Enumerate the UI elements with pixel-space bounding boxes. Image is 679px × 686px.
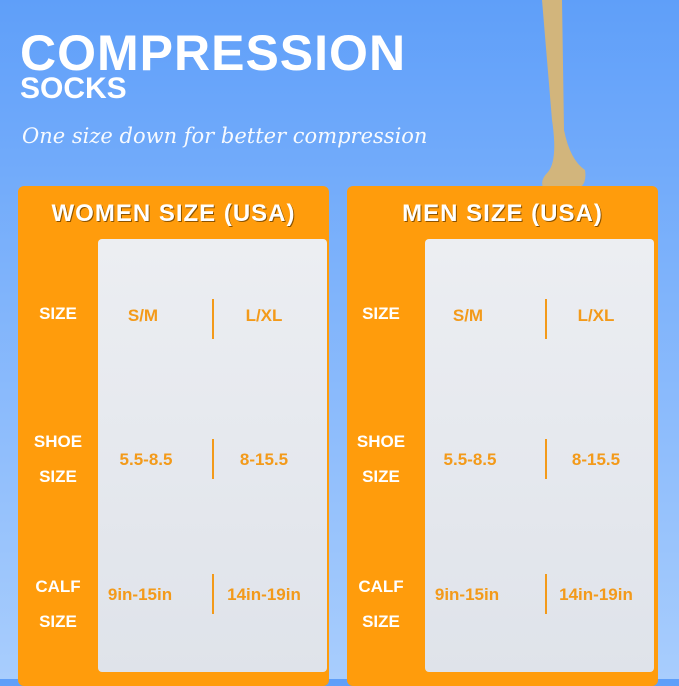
shoe-label: SHOE: [356, 432, 406, 451]
shoe-small: 5.5-8.5: [443, 450, 497, 469]
women-size-panel: WOMEN SIZE (USA) SIZE SHOE SIZE CALF SIZ…: [18, 186, 329, 686]
calf-label: CALF: [35, 577, 81, 596]
men-panel-title: MEN SIZE (USA): [402, 200, 603, 227]
subtitle: SOCKS: [20, 72, 127, 105]
women-size-table: S/M L/XL 5.5-8.5 8-15.5 9in-15in 14in-19…: [98, 239, 327, 672]
size-label: SIZE: [39, 304, 77, 323]
shoe-label: SHOE: [33, 432, 83, 451]
calf-small: 9in-15in: [107, 585, 173, 604]
men-size-panel: MEN SIZE (USA) SIZE SHOE SIZE CALF SIZE …: [347, 186, 658, 686]
shoe-large: 8-15.5: [571, 450, 621, 469]
size-large: L/XL: [245, 306, 283, 325]
calf-label-2: SIZE: [39, 612, 77, 631]
shoe-label-2: SIZE: [362, 467, 400, 486]
size-label: SIZE: [362, 304, 400, 323]
calf-large: 14in-19in: [559, 585, 633, 604]
size-small: S/M: [127, 306, 159, 325]
divider: [545, 439, 547, 479]
size-large: L/XL: [577, 306, 615, 325]
divider: [212, 439, 214, 479]
sock-leg-image: [542, 0, 586, 190]
shoe-large: 8-15.5: [239, 450, 289, 469]
women-panel-title: WOMEN SIZE (USA): [51, 200, 296, 227]
divider: [545, 574, 547, 614]
tagline: One size down for better compression: [22, 124, 428, 148]
shoe-label-2: SIZE: [39, 467, 77, 486]
size-small: S/M: [452, 306, 484, 325]
calf-label-2: SIZE: [362, 612, 400, 631]
calf-small: 9in-15in: [434, 585, 500, 604]
shoe-small: 5.5-8.5: [119, 450, 173, 469]
calf-large: 14in-19in: [227, 585, 301, 604]
title: COMPRESSION: [20, 25, 407, 81]
men-size-table: S/M L/XL 5.5-8.5 8-15.5 9in-15in 14in-19…: [425, 239, 654, 672]
calf-label: CALF: [358, 577, 404, 596]
divider: [545, 299, 547, 339]
divider: [212, 299, 214, 339]
divider: [212, 574, 214, 614]
